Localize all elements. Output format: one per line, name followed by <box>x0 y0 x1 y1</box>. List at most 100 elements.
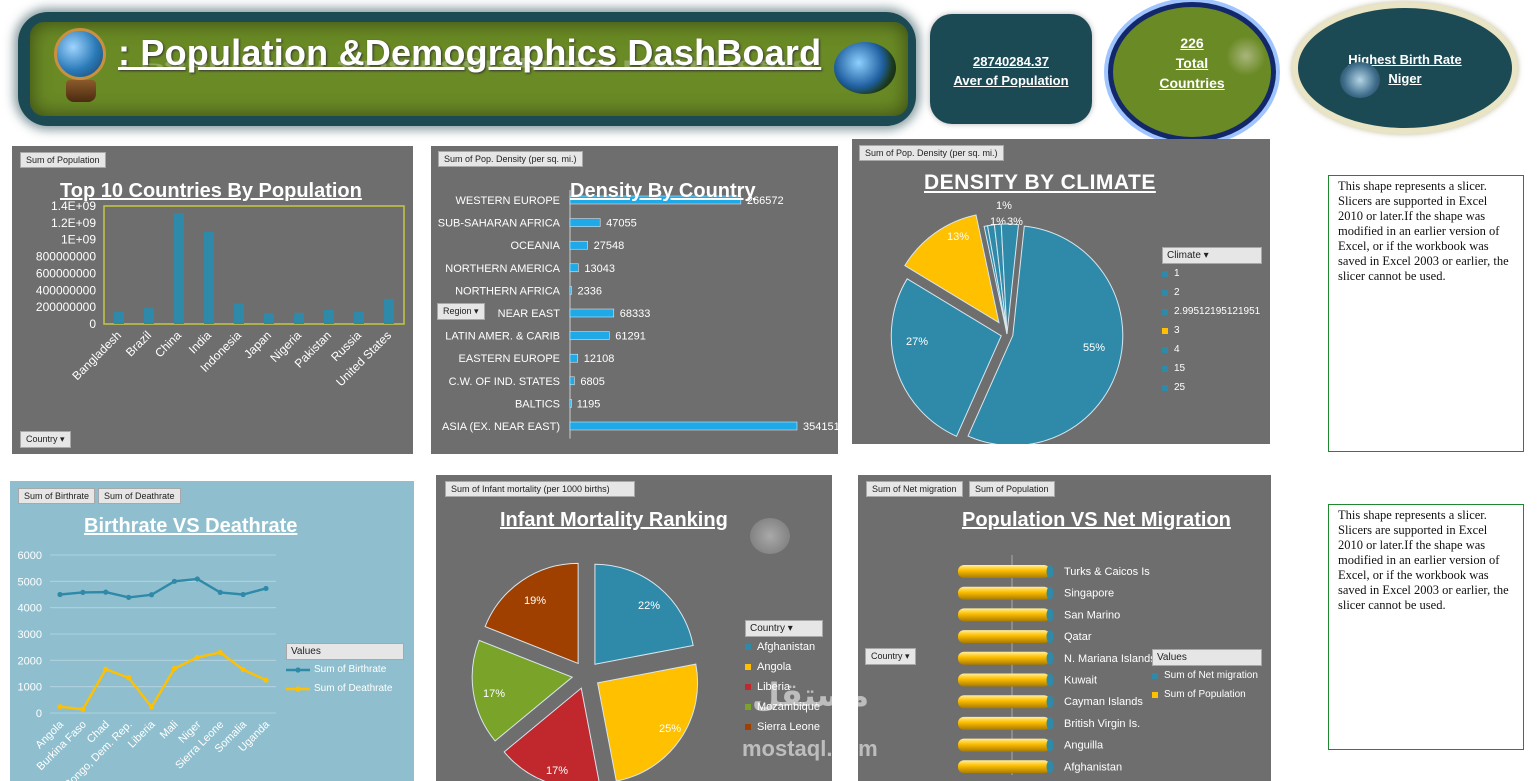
legend-item[interactable]: Sum of Net migration <box>1152 666 1262 685</box>
birth-death-panel <box>10 481 414 781</box>
slicer-placeholder-1[interactable]: This shape represents a slicer. Slicers … <box>1328 175 1524 452</box>
legend-label: 3 <box>1174 325 1180 336</box>
y-tick-label: 600000000 <box>36 266 96 280</box>
top10-chart-title: Top 10 Countries By Population <box>60 180 362 202</box>
legend-swatch <box>1162 327 1168 334</box>
pie-data-label: 3% <box>1007 216 1023 228</box>
data-point <box>194 576 200 582</box>
legend-label: 2.99512195121951 <box>1174 306 1261 317</box>
bar <box>144 308 154 324</box>
legend-label: Angola <box>757 661 792 673</box>
bar-cap <box>1046 760 1054 774</box>
pie-slice <box>503 687 600 781</box>
bar-cylinder <box>958 586 1050 600</box>
migration-panel <box>858 475 1271 781</box>
legend-item[interactable]: 15 <box>1162 359 1262 378</box>
x-tick-label: Bangladesh <box>69 328 124 383</box>
climate-legend-header[interactable]: Climate ▾ <box>1162 247 1262 264</box>
migration-country-filter[interactable]: Country <box>865 648 916 665</box>
legend-label: 2 <box>1174 287 1180 298</box>
bar <box>569 376 575 386</box>
plot-area-border <box>103 205 405 325</box>
y-tick-label: 5000 <box>18 576 42 588</box>
pie-slice <box>967 225 1124 444</box>
bar <box>384 298 394 324</box>
data-label: 1195 <box>577 398 601 410</box>
category-label: NORTHERN AFRICA <box>455 285 561 297</box>
category-label: Cayman Islands <box>1064 696 1143 708</box>
legend-swatch <box>1162 308 1168 315</box>
legend-label: Sum of Net migration <box>1164 670 1258 681</box>
category-label: OCEANIA <box>510 240 560 252</box>
bar-cap <box>1046 673 1054 687</box>
bar-cap <box>1046 651 1054 665</box>
birthrate-field-button[interactable]: Sum of Birthrate <box>18 488 96 504</box>
legend-swatch <box>745 664 751 670</box>
top10-country-filter[interactable]: Country <box>20 431 71 448</box>
pie-slice <box>1000 223 1020 335</box>
y-tick-label: 1000 <box>18 682 42 694</box>
bar <box>569 399 572 408</box>
desk-globe-icon <box>54 28 106 80</box>
category-label: Kuwait <box>1064 675 1097 687</box>
net-migration-field-button[interactable]: Sum of Net migration <box>866 481 963 497</box>
bar-cap <box>1046 630 1054 644</box>
pie-slice <box>594 563 694 665</box>
data-label: 6805 <box>580 376 604 388</box>
legend-label: 1 <box>1174 268 1180 279</box>
data-point <box>80 706 86 712</box>
y-tick-label: 200000000 <box>36 300 96 314</box>
legend-item[interactable]: 3 <box>1162 321 1262 340</box>
data-label: 13043 <box>584 263 615 275</box>
legend-item[interactable]: 2.99512195121951 <box>1162 302 1262 321</box>
legend-item[interactable]: Mozambique <box>745 697 823 717</box>
legend-item[interactable]: Afghanistan <box>745 637 823 657</box>
category-label: SUB-SAHARAN AFRICA <box>438 218 561 230</box>
legend-item[interactable]: Sum of Deathrate <box>286 679 404 698</box>
data-point <box>148 592 155 598</box>
legend-item[interactable]: 4 <box>1162 340 1262 359</box>
infant-mortality-legend[interactable]: Country ▾ Afghanistan Angola Liberia Mozambi… <box>745 620 823 737</box>
pie-data-label: 13% <box>947 231 969 243</box>
bar-cylinder <box>958 673 1050 687</box>
legend-item[interactable]: Angola <box>745 657 823 677</box>
birth-death-legend[interactable]: Values Sum of Birthrate Sum of Deathrate <box>286 643 404 698</box>
population-field-button[interactable]: Sum of Population <box>969 481 1055 497</box>
category-label: Afghanistan <box>1064 761 1122 773</box>
legend-item[interactable]: Sierra Leone <box>745 717 823 737</box>
deathrate-field-button[interactable]: Sum of Deathrate <box>98 488 181 504</box>
density-country-bar-chart: WESTERN EUROPE 266572 SUB-SAHARAN AFRICA 47… <box>438 190 838 439</box>
legend-line-marker <box>286 685 310 692</box>
page-title-reflection: : Population &Demographics DashBoard <box>118 57 815 72</box>
data-point <box>103 589 109 595</box>
kpi-average-value: 28740284.37 <box>973 54 1049 69</box>
data-point <box>171 665 178 672</box>
kpi-average-population: 28740284.37 Aver of Population <box>930 14 1092 124</box>
bar <box>569 353 579 363</box>
legend-swatch <box>1162 270 1168 277</box>
climate-legend[interactable]: Climate ▾ 1 2 2.99512195121951 3 4 15 25 <box>1162 247 1262 397</box>
migration-legend[interactable]: Values Sum of Net migration Sum of Populat… <box>1152 649 1262 704</box>
kpi-highest-birth-rate: Highest Birth Rate Niger <box>1292 2 1518 134</box>
data-point <box>126 594 132 600</box>
bar-cylinder <box>958 608 1050 622</box>
density-region-filter[interactable]: Region <box>437 303 485 320</box>
density-climate-title: DENSITY BY CLIMATE <box>924 171 1156 194</box>
infant-legend-header[interactable]: Country ▾ <box>745 620 823 637</box>
slicer-placeholder-2[interactable]: This shape represents a slicer. Slicers … <box>1328 504 1524 750</box>
legend-item[interactable]: 2 <box>1162 283 1262 302</box>
bar-cylinder <box>958 630 1050 644</box>
legend-item[interactable]: 25 <box>1162 378 1262 397</box>
legend-item[interactable]: 1 <box>1162 264 1262 283</box>
legend-item[interactable]: Liberia <box>745 677 823 697</box>
category-label: NEAR EAST <box>498 308 561 320</box>
density-country-field-button[interactable]: Sum of Pop. Density (per sq. mi.) <box>438 151 583 167</box>
legend-item[interactable]: Sum of Birthrate <box>286 660 404 679</box>
bar <box>569 263 579 273</box>
top10-field-button[interactable]: Sum of Population <box>20 152 106 168</box>
legend-item[interactable]: Sum of Population <box>1152 685 1262 704</box>
infant-mortality-field-button[interactable]: Sum of Infant mortality (per 1000 births… <box>445 481 635 497</box>
category-label: EASTERN EUROPE <box>459 353 560 365</box>
density-climate-field-button[interactable]: Sum of Pop. Density (per sq. mi.) <box>859 145 1004 161</box>
bar-cylinder <box>958 695 1050 709</box>
